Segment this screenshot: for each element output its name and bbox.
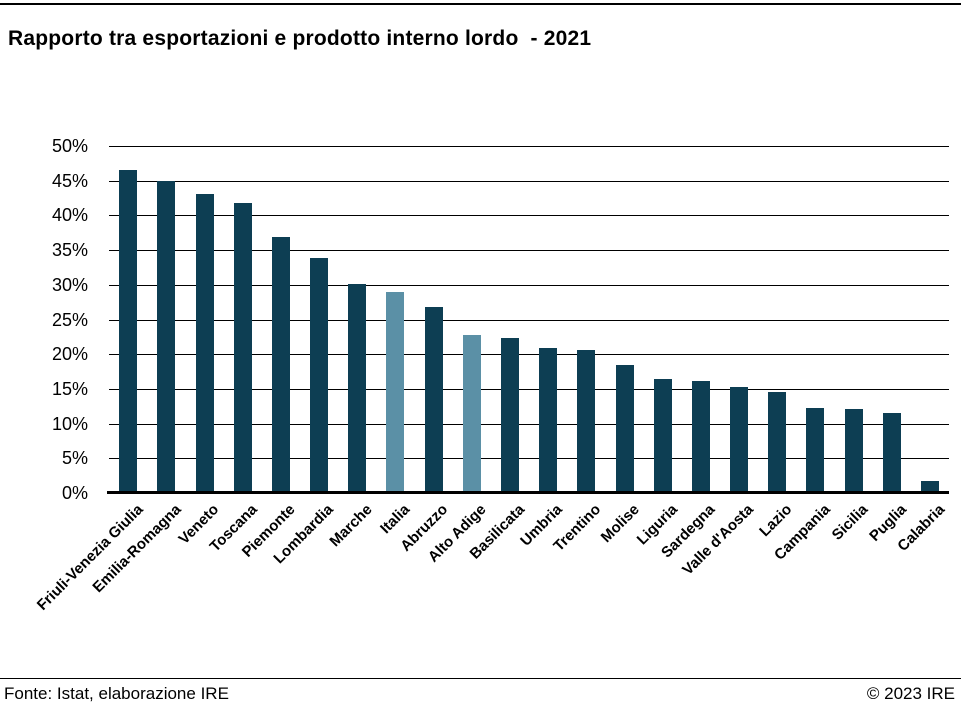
y-axis-tick-label: 35% (51, 240, 88, 260)
y-axis-tick-label: 50% (51, 136, 88, 156)
y-axis-tick-label: 40% (51, 205, 88, 225)
gridline (109, 250, 949, 251)
bar-toscana (233, 202, 252, 493)
gridline (109, 146, 949, 147)
bar-lombardia (310, 258, 328, 493)
bar-piemonte (271, 236, 290, 493)
gridline (109, 458, 949, 459)
x-axis-category-label: Sicilia (828, 501, 872, 544)
bar-abruzzo (424, 307, 443, 493)
gridline (109, 285, 949, 286)
bar-puglia (882, 412, 901, 493)
source-note: Fonte: Istat, elaborazione IRE (4, 684, 229, 703)
bar-veneto (195, 193, 214, 493)
page-title: Rapporto tra esportazioni e prodotto int… (8, 27, 592, 51)
top-border-rule (0, 3, 961, 5)
y-axis-tick-label: 20% (51, 344, 88, 364)
bar-alto-adige (462, 334, 481, 493)
y-axis-tick-label: 30% (51, 275, 88, 295)
bar-trentino (577, 350, 596, 493)
bar-emilia-romagna (157, 180, 176, 493)
bar-sardegna (691, 380, 710, 493)
y-axis-tick-label: 25% (51, 310, 88, 330)
footer-rule (0, 678, 961, 679)
bar-campania (806, 407, 825, 493)
gridline (109, 320, 949, 321)
y-axis-tick-label: 0% (61, 483, 88, 503)
gridline (109, 215, 949, 216)
x-axis-line (107, 491, 949, 494)
bar-umbria (539, 348, 558, 493)
gridline (109, 389, 949, 390)
bar-valle-d-aosta (730, 386, 748, 493)
gridline (109, 354, 949, 355)
bar-calabria (920, 481, 939, 493)
bar-friuli-venezia-giulia (119, 169, 138, 493)
y-axis-tick-label: 10% (51, 414, 88, 434)
y-axis-tick-label: 45% (51, 171, 88, 191)
bar-italia (386, 291, 405, 493)
gridline (109, 424, 949, 425)
bar-basilicata (500, 338, 519, 493)
bar-molise (615, 365, 634, 493)
y-axis-tick-label: 15% (51, 379, 88, 399)
bar-lazio (768, 391, 787, 493)
bar-sicilia (844, 409, 863, 493)
y-axis-tick-label: 5% (61, 448, 88, 468)
bar-marche (348, 284, 367, 493)
gridline (109, 181, 949, 182)
copyright-note: © 2023 IRE (866, 684, 955, 703)
bar-liguria (653, 379, 672, 493)
